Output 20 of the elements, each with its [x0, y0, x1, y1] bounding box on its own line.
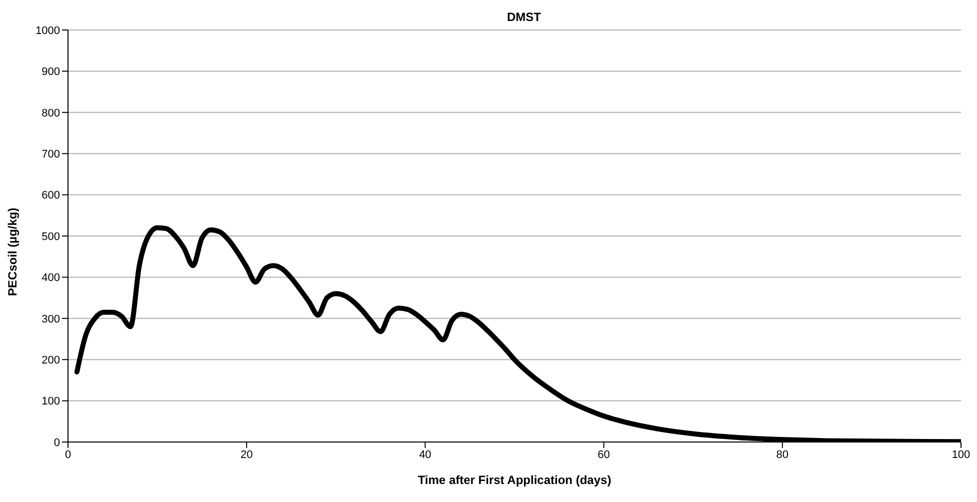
- x-tick-label: 100: [952, 448, 970, 461]
- y-tick-label: 200: [42, 354, 60, 367]
- y-tick-label: 700: [42, 148, 60, 161]
- y-tick-label: 100: [42, 396, 60, 408]
- y-tick-label: 600: [42, 190, 60, 202]
- x-tick-label: 20: [240, 448, 253, 461]
- y-axis-title: PECsoil (µg/kg): [5, 208, 20, 296]
- y-tick-label: 400: [42, 272, 60, 284]
- y-tick-label: 1000: [36, 24, 60, 37]
- x-tick-label: 40: [419, 448, 432, 461]
- x-axis-title: Time after First Application (days): [418, 473, 612, 487]
- y-tick-label: 800: [42, 107, 60, 120]
- y-tick-label: 300: [42, 313, 60, 326]
- x-tick-label: 60: [598, 448, 610, 461]
- y-tick-label: 0: [54, 436, 60, 449]
- chart-title: DMST: [506, 10, 542, 24]
- x-tick-label: 0: [64, 448, 72, 461]
- y-tick-label: 900: [42, 66, 60, 78]
- x-tick-label: 80: [776, 448, 789, 461]
- y-tick-label: 500: [42, 230, 60, 243]
